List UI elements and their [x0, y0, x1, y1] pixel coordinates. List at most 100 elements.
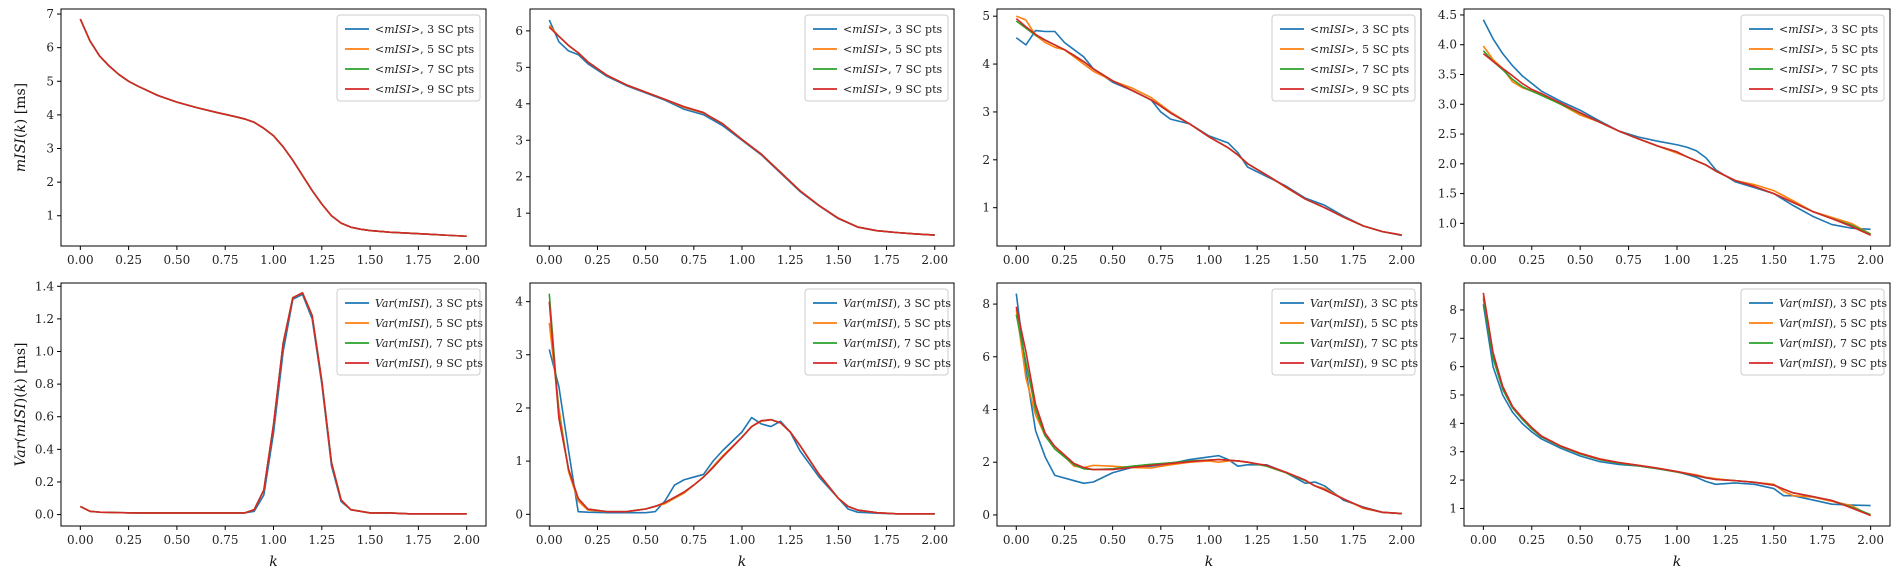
legend-entry: <mISI>, 3 SC pts: [1779, 23, 1879, 36]
legend-entry: Var(mISI), 5 SC pts: [1310, 317, 1418, 330]
x-tick-label: 1.25: [1712, 253, 1739, 267]
series-line-3: [79, 18, 467, 238]
x-axis-label: k: [1673, 554, 1681, 570]
y-tick-label: 7: [1449, 331, 1457, 345]
x-tick-label: 1.75: [405, 533, 432, 547]
subplot-0-3: 0.00 0.25 0.50 0.75 1.00 1.25 1.50 1.75 2.00 1.0 1…: [1438, 8, 1891, 267]
legend-entry: <mISI>, 3 SC pts: [375, 23, 475, 36]
legend-box: [336, 288, 481, 376]
x-tick-label: 0.00: [1470, 253, 1497, 267]
y-tick-label: 2: [982, 153, 990, 167]
legend-entry: Var(mISI), 7 SC pts: [375, 337, 483, 350]
subplot-1-3: 0.00 0.25 0.50 0.75 1.00 1.25 1.50 1.75 2.00 1 2 3 4…: [1449, 282, 1891, 570]
x-tick-label: 0.50: [632, 533, 659, 547]
x-tick-label: 1.00: [1196, 533, 1223, 547]
y-tick-label: 6: [982, 350, 990, 364]
y-tick-label: 1.0: [1438, 216, 1457, 230]
subplot-1-1: 0.00 0.25 0.50 0.75 1.00 1.25 1.50 1.75 2.00 0 1 2 3…: [515, 282, 955, 570]
series-line-0: [1015, 293, 1402, 515]
x-tick-label: 1.75: [1340, 253, 1367, 267]
x-tick-label: 1.25: [1244, 533, 1271, 547]
y-tick-label: 3.5: [1438, 68, 1457, 82]
legend-entry: Var(mISI), 5 SC pts: [843, 317, 951, 330]
y-tick-label: 2: [515, 401, 523, 415]
legend-entry: Var(mISI), 9 SC pts: [1310, 357, 1418, 370]
x-tick-label: 1.50: [357, 533, 384, 547]
y-tick-label: 5: [46, 74, 54, 88]
y-tick-label: 4: [1449, 416, 1457, 430]
y-tick-label: 2: [1449, 473, 1457, 487]
x-tick-label: 1.00: [729, 533, 756, 547]
legend: <mISI>, 3 SC pts <mISI>, 5 SC pts <mISI>, …: [1740, 14, 1885, 102]
legend: <mISI>, 3 SC pts <mISI>, 5 SC pts <mISI>, …: [336, 14, 481, 102]
series-line-3: [548, 26, 935, 236]
x-tick-label: 2.00: [1388, 253, 1415, 267]
x-tick-label: 0.00: [536, 253, 563, 267]
y-tick-label: 4.5: [1438, 8, 1457, 22]
legend-entry: <mISI>, 9 SC pts: [1779, 83, 1879, 96]
x-tick-label: 1.50: [825, 253, 852, 267]
x-tick-label: 0.00: [536, 533, 563, 547]
x-tick-label: 0.25: [584, 253, 611, 267]
y-tick-label: 4: [982, 57, 990, 71]
legend-entry: <mISI>, 9 SC pts: [1310, 83, 1410, 96]
series-line-3: [1482, 292, 1871, 517]
y-axis-label: Var(mISI)(k) [ms]: [13, 343, 29, 467]
series-line-0: [548, 349, 935, 515]
series-line-3: [1015, 17, 1402, 236]
x-axis-label: k: [269, 554, 277, 570]
x-tick-label: 0.25: [584, 533, 611, 547]
legend-entry: Var(mISI), 5 SC pts: [1779, 317, 1887, 330]
legend-entry: Var(mISI), 5 SC pts: [375, 317, 483, 330]
x-tick-label: 2.00: [921, 533, 948, 547]
x-tick-label: 0.75: [1615, 533, 1642, 547]
y-tick-label: 4: [982, 403, 990, 417]
x-tick-label: 0.00: [67, 533, 94, 547]
x-tick-label: 2.00: [453, 253, 480, 267]
series-line-3: [1482, 53, 1871, 237]
y-axis-label: mISI(k) [ms]: [13, 83, 29, 172]
legend-entry: <mISI>, 7 SC pts: [1310, 63, 1410, 76]
legend-entry: Var(mISI), 7 SC pts: [843, 337, 951, 350]
legend-entry: Var(mISI), 3 SC pts: [375, 297, 483, 310]
x-tick-label: 1.25: [1712, 533, 1739, 547]
series-line-0: [1482, 19, 1871, 231]
y-tick-label: 1: [982, 201, 990, 215]
y-tick-label: 0.8: [35, 377, 54, 391]
x-tick-label: 1.50: [1760, 253, 1787, 267]
legend-entry: <mISI>, 7 SC pts: [1779, 63, 1879, 76]
series-group: [1015, 293, 1402, 515]
x-tick-label: 0.25: [1518, 253, 1545, 267]
x-tick-label: 0.50: [632, 253, 659, 267]
x-tick-label: 1.50: [1292, 533, 1319, 547]
legend-entry: <mISI>, 9 SC pts: [843, 83, 943, 96]
legend-entry: <mISI>, 5 SC pts: [1310, 43, 1410, 56]
y-tick-label: 1.2: [35, 312, 54, 326]
x-tick-label: 1.25: [777, 533, 804, 547]
x-tick-label: 1.75: [873, 253, 900, 267]
legend-entry: Var(mISI), 9 SC pts: [375, 357, 483, 370]
x-tick-label: 0.00: [1003, 533, 1030, 547]
x-tick-label: 2.00: [453, 533, 480, 547]
legend: <mISI>, 3 SC pts <mISI>, 5 SC pts <mISI>, …: [1271, 14, 1416, 102]
legend-entry: Var(mISI), 9 SC pts: [1779, 357, 1887, 370]
legend-entry: <mISI>, 9 SC pts: [375, 83, 475, 96]
y-tick-label: 0.2: [35, 475, 54, 489]
x-tick-label: 0.75: [1615, 253, 1642, 267]
y-tick-label: 0.6: [35, 410, 54, 424]
x-axis-label: k: [738, 554, 746, 570]
x-tick-label: 0.25: [115, 533, 142, 547]
x-tick-label: 1.75: [1809, 253, 1836, 267]
series-line-3: [1015, 306, 1402, 515]
legend-box: [1740, 14, 1885, 102]
x-tick-label: 0.75: [1147, 533, 1174, 547]
y-tick-label: 1: [515, 454, 523, 468]
legend-entry: <mISI>, 5 SC pts: [1779, 43, 1879, 56]
legend-entry: <mISI>, 3 SC pts: [843, 23, 943, 36]
y-tick-label: 2.0: [1438, 157, 1457, 171]
series-group: [1482, 292, 1872, 517]
subplot-0-0: 0.00 0.25 0.50 0.75 1.00 1.25 1.50 1.75 2.00 1 2 3 4…: [13, 7, 487, 267]
legend-entry: Var(mISI), 3 SC pts: [843, 297, 951, 310]
x-tick-label: 1.00: [260, 533, 287, 547]
